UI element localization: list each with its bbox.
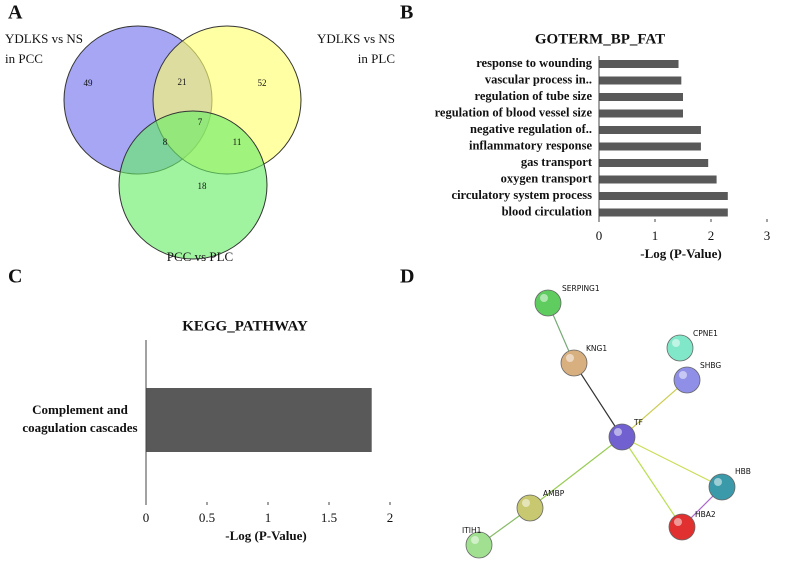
set-label: in PCC — [5, 51, 43, 66]
node-highlight — [540, 294, 548, 302]
node-highlight — [522, 499, 530, 507]
category-label: regulation of blood vessel size — [435, 105, 593, 119]
chart-title: KEGG_PATHWAY — [182, 318, 308, 334]
category-label: vascular process in.. — [485, 72, 592, 86]
chart-title: GOTERM_BP_FAT — [535, 31, 665, 47]
node-highlight — [679, 371, 687, 379]
node-label: HBB — [735, 467, 751, 476]
node-highlight — [614, 428, 622, 436]
region-count: 49 — [84, 78, 94, 88]
node — [673, 366, 701, 394]
bar — [599, 93, 683, 101]
node-label: TF — [633, 418, 643, 427]
panel-letter: B — [400, 2, 413, 24]
panel-letter: D — [400, 266, 414, 288]
x-tick-label: 2 — [387, 510, 394, 525]
node-highlight — [672, 339, 680, 347]
node — [668, 513, 696, 541]
node-label: SHBG — [700, 361, 721, 370]
bar — [599, 142, 701, 151]
edge — [529, 436, 623, 509]
node — [608, 423, 636, 451]
set-label: YDLKS vs NS — [5, 31, 83, 46]
node — [708, 473, 736, 501]
region-count: 52 — [258, 78, 267, 88]
category-label: oxygen transport — [501, 171, 593, 185]
bar — [599, 126, 701, 134]
venn-set — [118, 110, 268, 260]
x-tick-label: 3 — [764, 228, 771, 243]
node — [666, 334, 694, 362]
category-label: inflammatory response — [469, 138, 592, 152]
category-label: negative regulation of.. — [470, 122, 592, 136]
edge — [621, 436, 723, 488]
region-count: 8 — [163, 137, 168, 147]
x-tick-label: 0.5 — [199, 510, 215, 525]
x-axis-label: -Log (P-Value) — [640, 246, 722, 261]
set-label: PCC vs PLC — [167, 249, 233, 264]
node-label: HBA2 — [695, 510, 716, 519]
node-highlight — [566, 354, 574, 362]
node — [534, 289, 562, 317]
edge — [573, 362, 623, 438]
bar — [146, 388, 372, 452]
bar — [599, 159, 709, 167]
bar — [599, 208, 728, 217]
set-label: YDLKS vs NS — [317, 31, 395, 46]
category-label: Complement and — [32, 402, 128, 417]
edge — [621, 379, 688, 438]
category-label: blood circulation — [502, 204, 592, 218]
node-highlight — [714, 478, 722, 486]
node-label: KNG1 — [586, 344, 607, 353]
bar — [599, 76, 682, 85]
region-count: 18 — [198, 181, 208, 191]
category-label: regulation of tube size — [475, 89, 593, 103]
bar — [599, 109, 683, 118]
node — [516, 494, 544, 522]
bar — [599, 60, 679, 68]
node — [465, 531, 493, 559]
node-highlight — [471, 536, 479, 544]
set-label: in PLC — [358, 51, 395, 66]
category-label: response to wounding — [476, 56, 593, 70]
category-label: coagulation cascades — [22, 420, 137, 435]
category-label: circulatory system process — [452, 188, 593, 202]
bar — [599, 175, 717, 184]
node-label: AMBP — [543, 489, 565, 498]
x-tick-label: 0 — [596, 228, 603, 243]
node-label: CPNE1 — [693, 329, 718, 338]
x-tick-label: 1 — [265, 510, 272, 525]
x-tick-label: 1.5 — [321, 510, 337, 525]
node-label: SERPING1 — [562, 284, 600, 293]
x-tick-label: 2 — [708, 228, 715, 243]
panel-letter: C — [8, 266, 22, 288]
bar — [599, 192, 728, 200]
region-count: 11 — [233, 137, 242, 147]
category-label: gas transport — [521, 155, 593, 169]
x-tick-label: 0 — [143, 510, 150, 525]
x-axis-label: -Log (P-Value) — [225, 528, 307, 543]
node-label: ITIH1 — [462, 526, 482, 535]
x-tick-label: 1 — [652, 228, 659, 243]
panel-letter: A — [8, 2, 23, 24]
region-count: 21 — [178, 77, 187, 87]
node-highlight — [674, 518, 682, 526]
edge — [621, 436, 683, 528]
node — [560, 349, 588, 377]
region-count: 7 — [198, 117, 203, 127]
